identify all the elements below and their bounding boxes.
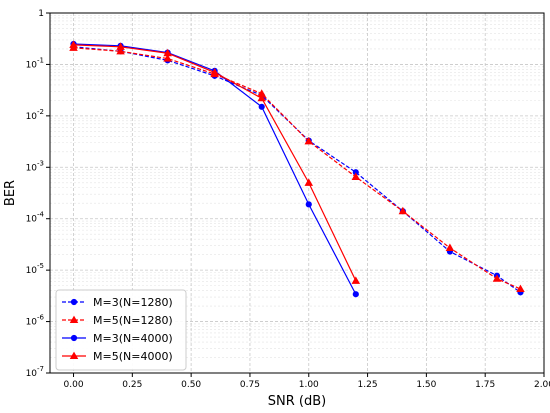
axis-ticks: 1 10-1 10-2 10-3 10-4 10-5 10-6 10-7 0.00 0.25 0.5… <box>26 9 550 390</box>
data-point <box>258 103 265 110</box>
data-point <box>257 93 266 102</box>
legend-marker-2 <box>70 334 78 342</box>
data-point <box>492 274 502 282</box>
legend-label-2: M=3(N=4000) <box>93 332 173 345</box>
y-tick-label: 10-3 <box>26 159 44 173</box>
x-tick-label: 0.25 <box>122 380 142 390</box>
plot-frame <box>49 12 545 374</box>
x-tick-label: 1.50 <box>416 380 436 390</box>
x-tick-label: 0.50 <box>181 380 201 390</box>
data-point <box>304 178 314 186</box>
x-axis-title: SNR (dB) <box>268 394 326 409</box>
data-point <box>352 291 359 298</box>
x-tick-label: 0.00 <box>64 380 84 390</box>
data-point <box>445 243 455 252</box>
data-point <box>516 284 525 293</box>
legend: M=3(N=1280) M=5(N=1280) M=3(N=4000) M=5(N=4… <box>55 289 187 371</box>
y-tick-label: 10-4 <box>26 211 45 225</box>
y-tick-label: 10-7 <box>26 365 44 379</box>
x-tick-label: 1.00 <box>299 380 319 390</box>
data-point <box>69 40 78 48</box>
legend-label-3: M=5(N=4000) <box>93 350 173 363</box>
data-point <box>210 67 219 76</box>
legend-label-1: M=5(N=1280) <box>93 314 173 327</box>
y-tick-label: 10-2 <box>26 108 44 122</box>
legend-box <box>55 289 187 371</box>
y-axis-title: BER <box>3 180 18 206</box>
y-tick-label: 10-5 <box>26 262 44 276</box>
x-tick-label: 0.75 <box>240 380 260 390</box>
data-point <box>305 201 312 208</box>
y-tick-label: 1 <box>38 9 44 19</box>
y-tick-label: 10-1 <box>26 56 44 70</box>
legend-marker-0 <box>70 298 78 306</box>
x-tick-label: 2.00 <box>534 380 550 390</box>
y-tick-label: 10-6 <box>26 314 45 328</box>
legend-label-0: M=3(N=1280) <box>93 296 173 309</box>
x-tick-label: 1.75 <box>475 380 495 390</box>
data-point <box>398 206 408 215</box>
legend-marker-3 <box>69 351 79 360</box>
series-lines <box>69 40 525 298</box>
data-point <box>351 276 361 284</box>
data-point <box>116 42 125 50</box>
x-tick-label: 1.25 <box>358 380 378 390</box>
data-point <box>116 46 125 55</box>
series-3 <box>69 40 361 284</box>
data-point <box>163 54 172 62</box>
series-line <box>73 47 521 290</box>
legend-marker-1 <box>69 315 79 324</box>
data-point <box>163 48 172 57</box>
data-point <box>351 172 361 180</box>
data-point <box>304 136 314 145</box>
